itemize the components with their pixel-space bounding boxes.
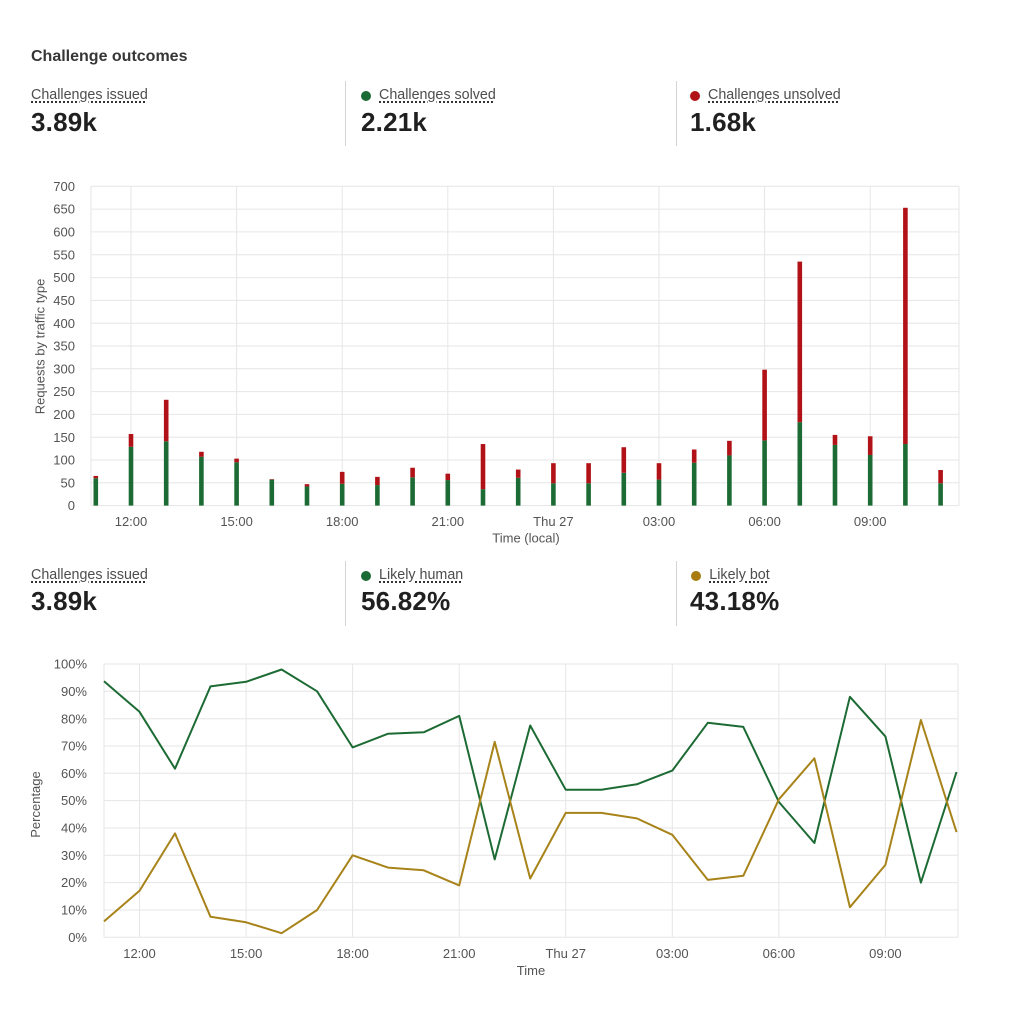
- svg-text:600: 600: [53, 225, 75, 240]
- svg-text:15:00: 15:00: [220, 514, 253, 529]
- svg-text:80%: 80%: [61, 711, 87, 726]
- svg-text:06:00: 06:00: [763, 946, 796, 961]
- svg-text:Thu 27: Thu 27: [533, 514, 573, 529]
- svg-text:Requests by traffic type: Requests by traffic type: [33, 279, 48, 415]
- svg-text:03:00: 03:00: [656, 946, 689, 961]
- svg-text:06:00: 06:00: [748, 514, 781, 529]
- svg-text:250: 250: [53, 384, 75, 399]
- svg-text:Percentage: Percentage: [28, 771, 43, 838]
- svg-text:90%: 90%: [61, 684, 87, 699]
- svg-text:100%: 100%: [54, 657, 88, 672]
- svg-text:450: 450: [53, 293, 75, 308]
- svg-text:350: 350: [53, 339, 75, 354]
- svg-text:Time (local): Time (local): [492, 531, 559, 546]
- svg-text:0: 0: [68, 498, 75, 513]
- svg-text:100: 100: [53, 453, 75, 468]
- svg-text:Thu 27: Thu 27: [545, 946, 585, 961]
- svg-text:650: 650: [53, 202, 75, 217]
- svg-text:200: 200: [53, 407, 75, 422]
- svg-text:12:00: 12:00: [115, 514, 148, 529]
- svg-text:18:00: 18:00: [336, 946, 369, 961]
- svg-text:21:00: 21:00: [432, 514, 465, 529]
- svg-text:150: 150: [53, 430, 75, 445]
- svg-text:700: 700: [53, 179, 75, 194]
- svg-text:18:00: 18:00: [326, 514, 359, 529]
- svg-text:300: 300: [53, 361, 75, 376]
- svg-text:12:00: 12:00: [123, 946, 156, 961]
- svg-text:550: 550: [53, 247, 75, 262]
- svg-text:500: 500: [53, 270, 75, 285]
- svg-text:60%: 60%: [61, 766, 87, 781]
- svg-text:30%: 30%: [61, 848, 87, 863]
- svg-text:40%: 40%: [61, 821, 87, 836]
- svg-text:15:00: 15:00: [230, 946, 263, 961]
- svg-text:21:00: 21:00: [443, 946, 476, 961]
- svg-text:Time: Time: [517, 963, 545, 978]
- svg-text:50: 50: [61, 475, 75, 490]
- svg-text:09:00: 09:00: [854, 514, 887, 529]
- svg-text:03:00: 03:00: [643, 514, 676, 529]
- svg-text:10%: 10%: [61, 903, 87, 918]
- svg-text:70%: 70%: [61, 739, 87, 754]
- svg-text:50%: 50%: [61, 793, 87, 808]
- svg-text:09:00: 09:00: [869, 946, 902, 961]
- svg-text:0%: 0%: [68, 930, 87, 945]
- svg-text:20%: 20%: [61, 875, 87, 890]
- svg-text:400: 400: [53, 316, 75, 331]
